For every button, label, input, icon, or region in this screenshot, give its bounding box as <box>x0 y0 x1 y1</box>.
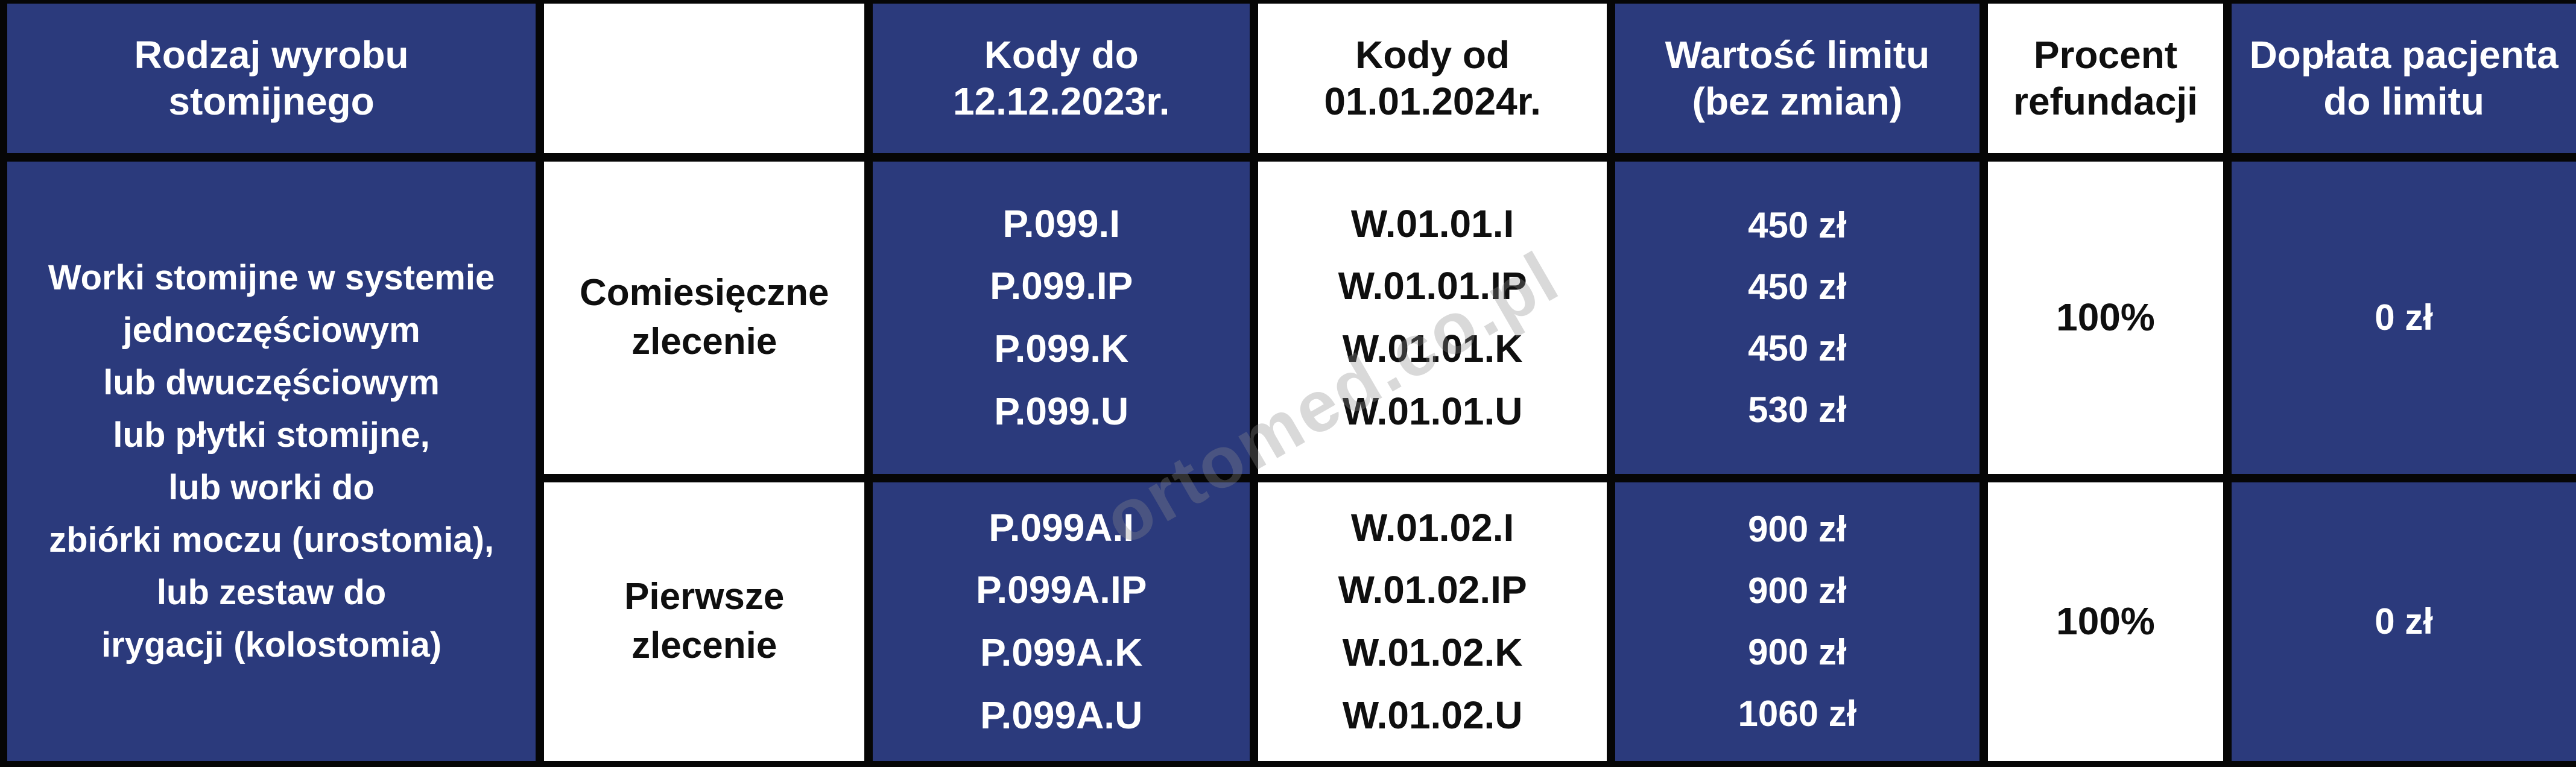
header-codes-from: Kody od 01.01.2024r. <box>1258 4 1616 162</box>
row-first-order: Pierwsze zlecenie P.099A.I P.099A.IP P.0… <box>7 482 2576 767</box>
header-limit-value: Wartość limitu (bez zmian) <box>1615 4 1988 162</box>
cell-codes-from-first: W.01.02.I W.01.02.IP W.01.02.K W.01.02.U <box>1258 482 1616 767</box>
header-refund-percent: Procent refundacji <box>1987 4 2232 162</box>
header-row: Rodzaj wyrobu stomijnego Kody do 12.12.2… <box>7 4 2576 162</box>
cell-order-type-monthly: Comiesięczne zlecenie <box>544 162 873 482</box>
header-codes-until: Kody do 12.12.2023r. <box>873 4 1259 162</box>
row-monthly-order: Worki stomijne w systemie jednoczęściowy… <box>7 162 2576 767</box>
cell-product-group: Worki stomijne w systemie jednoczęściowy… <box>7 162 545 767</box>
cell-surcharge-monthly: 0 zł <box>2232 162 2576 482</box>
cell-refund-percent-first: 100% <box>1987 482 2232 767</box>
cell-limit-values-first: 900 zł 900 zł 900 zł 1060 zł <box>1615 482 1988 767</box>
cell-codes-until-first: P.099A.I P.099A.IP P.099A.K P.099A.U <box>873 482 1259 767</box>
cell-codes-from-monthly: W.01.01.I W.01.01.IP W.01.01.K W.01.01.U <box>1258 162 1616 482</box>
header-patient-surcharge: Dopłata pacjenta do limitu <box>2232 4 2576 162</box>
header-empty <box>544 4 873 162</box>
header-product-type: Rodzaj wyrobu stomijnego <box>7 4 545 162</box>
cell-codes-until-monthly: P.099.I P.099.IP P.099.K P.099.U <box>873 162 1259 482</box>
cell-refund-percent-monthly: 100% <box>1987 162 2232 482</box>
cell-limit-values-monthly: 450 zł 450 zł 450 zł 530 zł <box>1615 162 1988 482</box>
cell-surcharge-first: 0 zł <box>2232 482 2576 767</box>
cell-order-type-first: Pierwsze zlecenie <box>544 482 873 767</box>
